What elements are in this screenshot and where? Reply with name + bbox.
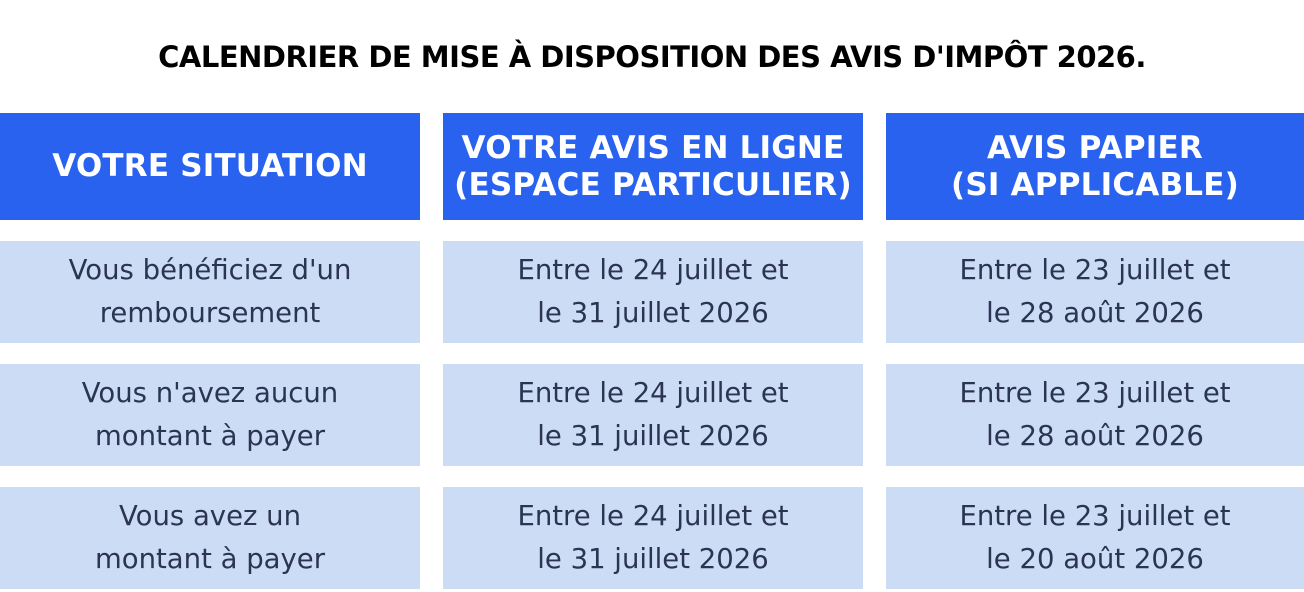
- row-2-online-line-1: Entre le 24 juillet et: [517, 377, 789, 409]
- row-3-online: Entre le 24 juillet et le 31 juillet 202…: [443, 487, 863, 589]
- header-situation-line-1: VOTRE SITUATION: [52, 148, 368, 184]
- row-1-paper: Entre le 23 juillet et le 28 août 2026: [886, 241, 1304, 343]
- row-3-paper-line-2: le 20 août 2026: [986, 543, 1204, 575]
- header-online-line-1: VOTRE AVIS EN LIGNE: [461, 129, 845, 166]
- row-1-situation-line-1: Vous bénéficiez d'un: [68, 254, 352, 286]
- row-3-situation-line-2: montant à payer: [94, 543, 326, 575]
- row-2-situation-line-1: Vous n'avez aucun: [81, 377, 339, 409]
- row-2-situation: Vous n'avez aucun montant à payer: [0, 364, 420, 466]
- row-1-online-line-1: Entre le 24 juillet et: [517, 254, 789, 286]
- row-3-online-line-1: Entre le 24 juillet et: [517, 500, 789, 532]
- row-1-paper-line-1: Entre le 23 juillet et: [959, 254, 1231, 286]
- row-1-online-line-2: le 31 juillet 2026: [537, 297, 769, 329]
- row-3-paper-line-1: Entre le 23 juillet et: [959, 500, 1231, 532]
- header-situation: VOTRE SITUATION: [0, 113, 420, 220]
- header-paper-line-2: (SI APPLICABLE): [950, 166, 1239, 203]
- row-1-paper-line-2: le 28 août 2026: [986, 297, 1204, 329]
- row-2-paper-line-2: le 28 août 2026: [986, 420, 1204, 452]
- row-3-online-line-2: le 31 juillet 2026: [537, 543, 769, 575]
- row-2-paper-line-1: Entre le 23 juillet et: [959, 377, 1231, 409]
- row-3-paper: Entre le 23 juillet et le 20 août 2026: [886, 487, 1304, 589]
- row-1-online: Entre le 24 juillet et le 31 juillet 202…: [443, 241, 863, 343]
- row-2-online: Entre le 24 juillet et le 31 juillet 202…: [443, 364, 863, 466]
- row-2-paper: Entre le 23 juillet et le 28 août 2026: [886, 364, 1304, 466]
- row-2-situation-line-2: montant à payer: [94, 420, 325, 452]
- row-3-situation: Vous avez un montant à payer: [0, 487, 420, 589]
- header-paper-line-1: AVIS PAPIER: [987, 129, 1203, 166]
- row-3-situation-line-1: Vous avez un: [118, 500, 302, 532]
- row-1-situation: Vous bénéficiez d'un remboursement: [0, 241, 420, 343]
- row-2-online-line-2: le 31 juillet 2026: [537, 420, 769, 452]
- header-online: VOTRE AVIS EN LIGNE (ESPACE PARTICULIER): [443, 113, 863, 220]
- row-1-situation-line-2: remboursement: [99, 297, 321, 329]
- calendar-table: VOTRE SITUATION VOTRE AVIS EN LIGNE (ESP…: [0, 113, 1304, 589]
- header-paper: AVIS PAPIER (SI APPLICABLE): [886, 113, 1304, 220]
- header-online-line-2: (ESPACE PARTICULIER): [454, 166, 852, 203]
- page-title: CALENDRIER DE MISE À DISPOSITION DES AVI…: [158, 40, 1146, 74]
